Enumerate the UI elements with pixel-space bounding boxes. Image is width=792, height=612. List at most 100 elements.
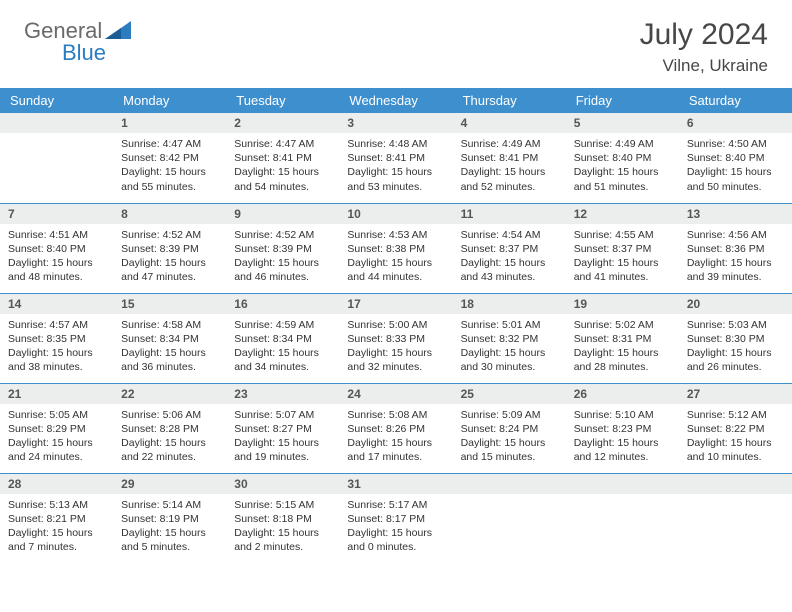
sunrise-text: Sunrise: 4:56 AM [687, 228, 784, 242]
sunrise-text: Sunrise: 4:52 AM [121, 228, 218, 242]
sunset-text: Sunset: 8:41 PM [347, 151, 444, 165]
calendar-day-cell: 17Sunrise: 5:00 AMSunset: 8:33 PMDayligh… [339, 293, 452, 383]
sunrise-text: Sunrise: 5:00 AM [347, 318, 444, 332]
day-body: Sunrise: 5:08 AMSunset: 8:26 PMDaylight:… [339, 404, 452, 471]
day-number: 17 [339, 294, 452, 314]
calendar-week-row: 7Sunrise: 4:51 AMSunset: 8:40 PMDaylight… [0, 203, 792, 293]
day-body: Sunrise: 4:58 AMSunset: 8:34 PMDaylight:… [113, 314, 226, 381]
day-body: Sunrise: 5:05 AMSunset: 8:29 PMDaylight:… [0, 404, 113, 471]
daylight-text: Daylight: 15 hours and 22 minutes. [121, 436, 218, 464]
sunset-text: Sunset: 8:19 PM [121, 512, 218, 526]
sunrise-text: Sunrise: 5:01 AM [461, 318, 558, 332]
sunset-text: Sunset: 8:33 PM [347, 332, 444, 346]
calendar-day-cell [0, 113, 113, 203]
day-number: 27 [679, 384, 792, 404]
sunset-text: Sunset: 8:28 PM [121, 422, 218, 436]
calendar-day-cell: 4Sunrise: 4:49 AMSunset: 8:41 PMDaylight… [453, 113, 566, 203]
day-number: 1 [113, 113, 226, 133]
day-number: 12 [566, 204, 679, 224]
day-number: 13 [679, 204, 792, 224]
calendar-week-row: 14Sunrise: 4:57 AMSunset: 8:35 PMDayligh… [0, 293, 792, 383]
day-number [679, 474, 792, 494]
day-body: Sunrise: 4:52 AMSunset: 8:39 PMDaylight:… [226, 224, 339, 291]
sunset-text: Sunset: 8:39 PM [121, 242, 218, 256]
sunrise-text: Sunrise: 4:47 AM [121, 137, 218, 151]
sunset-text: Sunset: 8:29 PM [8, 422, 105, 436]
calendar-day-cell: 3Sunrise: 4:48 AMSunset: 8:41 PMDaylight… [339, 113, 452, 203]
sunrise-text: Sunrise: 5:08 AM [347, 408, 444, 422]
day-body: Sunrise: 4:48 AMSunset: 8:41 PMDaylight:… [339, 133, 452, 200]
logo-text-2: Blue [62, 40, 131, 66]
calendar-day-cell: 29Sunrise: 5:14 AMSunset: 8:19 PMDayligh… [113, 473, 226, 563]
day-body: Sunrise: 4:47 AMSunset: 8:42 PMDaylight:… [113, 133, 226, 200]
calendar-day-cell: 31Sunrise: 5:17 AMSunset: 8:17 PMDayligh… [339, 473, 452, 563]
daylight-text: Daylight: 15 hours and 26 minutes. [687, 346, 784, 374]
calendar-day-cell: 9Sunrise: 4:52 AMSunset: 8:39 PMDaylight… [226, 203, 339, 293]
sunset-text: Sunset: 8:24 PM [461, 422, 558, 436]
day-number: 23 [226, 384, 339, 404]
day-number [453, 474, 566, 494]
daylight-text: Daylight: 15 hours and 43 minutes. [461, 256, 558, 284]
day-body: Sunrise: 4:51 AMSunset: 8:40 PMDaylight:… [0, 224, 113, 291]
sunset-text: Sunset: 8:40 PM [687, 151, 784, 165]
calendar-day-cell: 21Sunrise: 5:05 AMSunset: 8:29 PMDayligh… [0, 383, 113, 473]
day-number: 31 [339, 474, 452, 494]
calendar-day-cell [453, 473, 566, 563]
sunrise-text: Sunrise: 4:59 AM [234, 318, 331, 332]
calendar-day-cell: 14Sunrise: 4:57 AMSunset: 8:35 PMDayligh… [0, 293, 113, 383]
day-body: Sunrise: 5:12 AMSunset: 8:22 PMDaylight:… [679, 404, 792, 471]
sunrise-text: Sunrise: 5:15 AM [234, 498, 331, 512]
sunrise-text: Sunrise: 5:13 AM [8, 498, 105, 512]
sunset-text: Sunset: 8:18 PM [234, 512, 331, 526]
sunrise-text: Sunrise: 4:58 AM [121, 318, 218, 332]
sunset-text: Sunset: 8:21 PM [8, 512, 105, 526]
sunrise-text: Sunrise: 5:10 AM [574, 408, 671, 422]
calendar-day-cell: 8Sunrise: 4:52 AMSunset: 8:39 PMDaylight… [113, 203, 226, 293]
calendar-day-cell: 11Sunrise: 4:54 AMSunset: 8:37 PMDayligh… [453, 203, 566, 293]
calendar-day-cell: 1Sunrise: 4:47 AMSunset: 8:42 PMDaylight… [113, 113, 226, 203]
day-number: 8 [113, 204, 226, 224]
sunset-text: Sunset: 8:34 PM [234, 332, 331, 346]
sunset-text: Sunset: 8:42 PM [121, 151, 218, 165]
calendar-day-cell: 28Sunrise: 5:13 AMSunset: 8:21 PMDayligh… [0, 473, 113, 563]
sunrise-text: Sunrise: 4:49 AM [574, 137, 671, 151]
day-number: 7 [0, 204, 113, 224]
daylight-text: Daylight: 15 hours and 5 minutes. [121, 526, 218, 554]
daylight-text: Daylight: 15 hours and 50 minutes. [687, 165, 784, 193]
day-body: Sunrise: 4:59 AMSunset: 8:34 PMDaylight:… [226, 314, 339, 381]
calendar-day-cell: 24Sunrise: 5:08 AMSunset: 8:26 PMDayligh… [339, 383, 452, 473]
sunset-text: Sunset: 8:30 PM [687, 332, 784, 346]
daylight-text: Daylight: 15 hours and 2 minutes. [234, 526, 331, 554]
daylight-text: Daylight: 15 hours and 48 minutes. [8, 256, 105, 284]
daylight-text: Daylight: 15 hours and 7 minutes. [8, 526, 105, 554]
daylight-text: Daylight: 15 hours and 10 minutes. [687, 436, 784, 464]
weekday-header: Saturday [679, 88, 792, 113]
sunset-text: Sunset: 8:38 PM [347, 242, 444, 256]
day-number: 14 [0, 294, 113, 314]
day-body: Sunrise: 4:52 AMSunset: 8:39 PMDaylight:… [113, 224, 226, 291]
calendar-day-cell [566, 473, 679, 563]
day-body: Sunrise: 4:49 AMSunset: 8:41 PMDaylight:… [453, 133, 566, 200]
calendar-day-cell: 30Sunrise: 5:15 AMSunset: 8:18 PMDayligh… [226, 473, 339, 563]
daylight-text: Daylight: 15 hours and 24 minutes. [8, 436, 105, 464]
day-number [566, 474, 679, 494]
day-body: Sunrise: 4:49 AMSunset: 8:40 PMDaylight:… [566, 133, 679, 200]
calendar-day-cell: 16Sunrise: 4:59 AMSunset: 8:34 PMDayligh… [226, 293, 339, 383]
header: General Blue July 2024 Vilne, Ukraine [0, 0, 792, 84]
daylight-text: Daylight: 15 hours and 51 minutes. [574, 165, 671, 193]
logo-triangle-icon [105, 21, 131, 39]
day-body: Sunrise: 5:17 AMSunset: 8:17 PMDaylight:… [339, 494, 452, 561]
daylight-text: Daylight: 15 hours and 12 minutes. [574, 436, 671, 464]
sunrise-text: Sunrise: 4:54 AM [461, 228, 558, 242]
day-number: 21 [0, 384, 113, 404]
calendar-day-cell: 20Sunrise: 5:03 AMSunset: 8:30 PMDayligh… [679, 293, 792, 383]
day-body: Sunrise: 5:15 AMSunset: 8:18 PMDaylight:… [226, 494, 339, 561]
day-body: Sunrise: 5:10 AMSunset: 8:23 PMDaylight:… [566, 404, 679, 471]
sunrise-text: Sunrise: 5:09 AM [461, 408, 558, 422]
sunrise-text: Sunrise: 4:47 AM [234, 137, 331, 151]
daylight-text: Daylight: 15 hours and 30 minutes. [461, 346, 558, 374]
day-number: 16 [226, 294, 339, 314]
weekday-header-row: Sunday Monday Tuesday Wednesday Thursday… [0, 88, 792, 113]
weekday-header: Wednesday [339, 88, 452, 113]
weekday-header: Tuesday [226, 88, 339, 113]
